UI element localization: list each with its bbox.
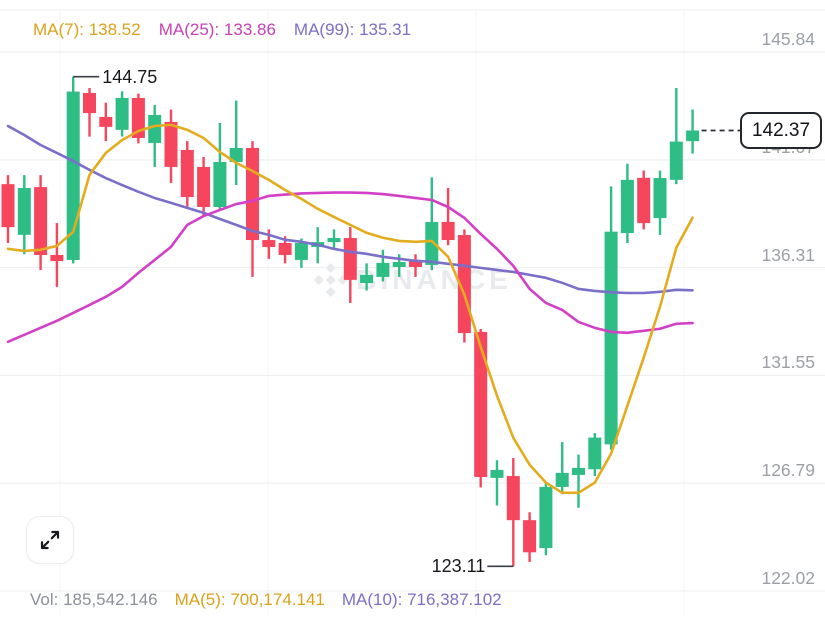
vol-legend-ma5[interactable]: MA(5): 700,174.141 (174, 590, 325, 609)
volume-legend: Vol: 185,542.146 MA(5): 700,174.141 MA(10)… (30, 590, 502, 610)
vol-legend-vol[interactable]: Vol: 185,542.146 (30, 590, 158, 609)
binance-logo-icon (313, 263, 348, 297)
expand-chart-button[interactable] (26, 516, 74, 564)
ma-legend: MA(7): 138.52 MA(25): 133.86 MA(99): 135.3… (33, 20, 411, 40)
legend-ma99[interactable]: MA(99): 135.31 (293, 20, 412, 39)
expand-arrows-icon (40, 530, 60, 550)
legend-ma25[interactable]: MA(25): 133.86 (158, 20, 276, 39)
legend-ma7[interactable]: MA(7): 138.52 (33, 20, 141, 39)
vol-legend-ma10[interactable]: MA(10): 716,387.102 (341, 590, 502, 609)
last-price-badge: 142.37 (740, 112, 822, 150)
high-price-annotation: 144.75 (102, 66, 158, 87)
low-price-annotation: 123.11 (431, 556, 486, 577)
